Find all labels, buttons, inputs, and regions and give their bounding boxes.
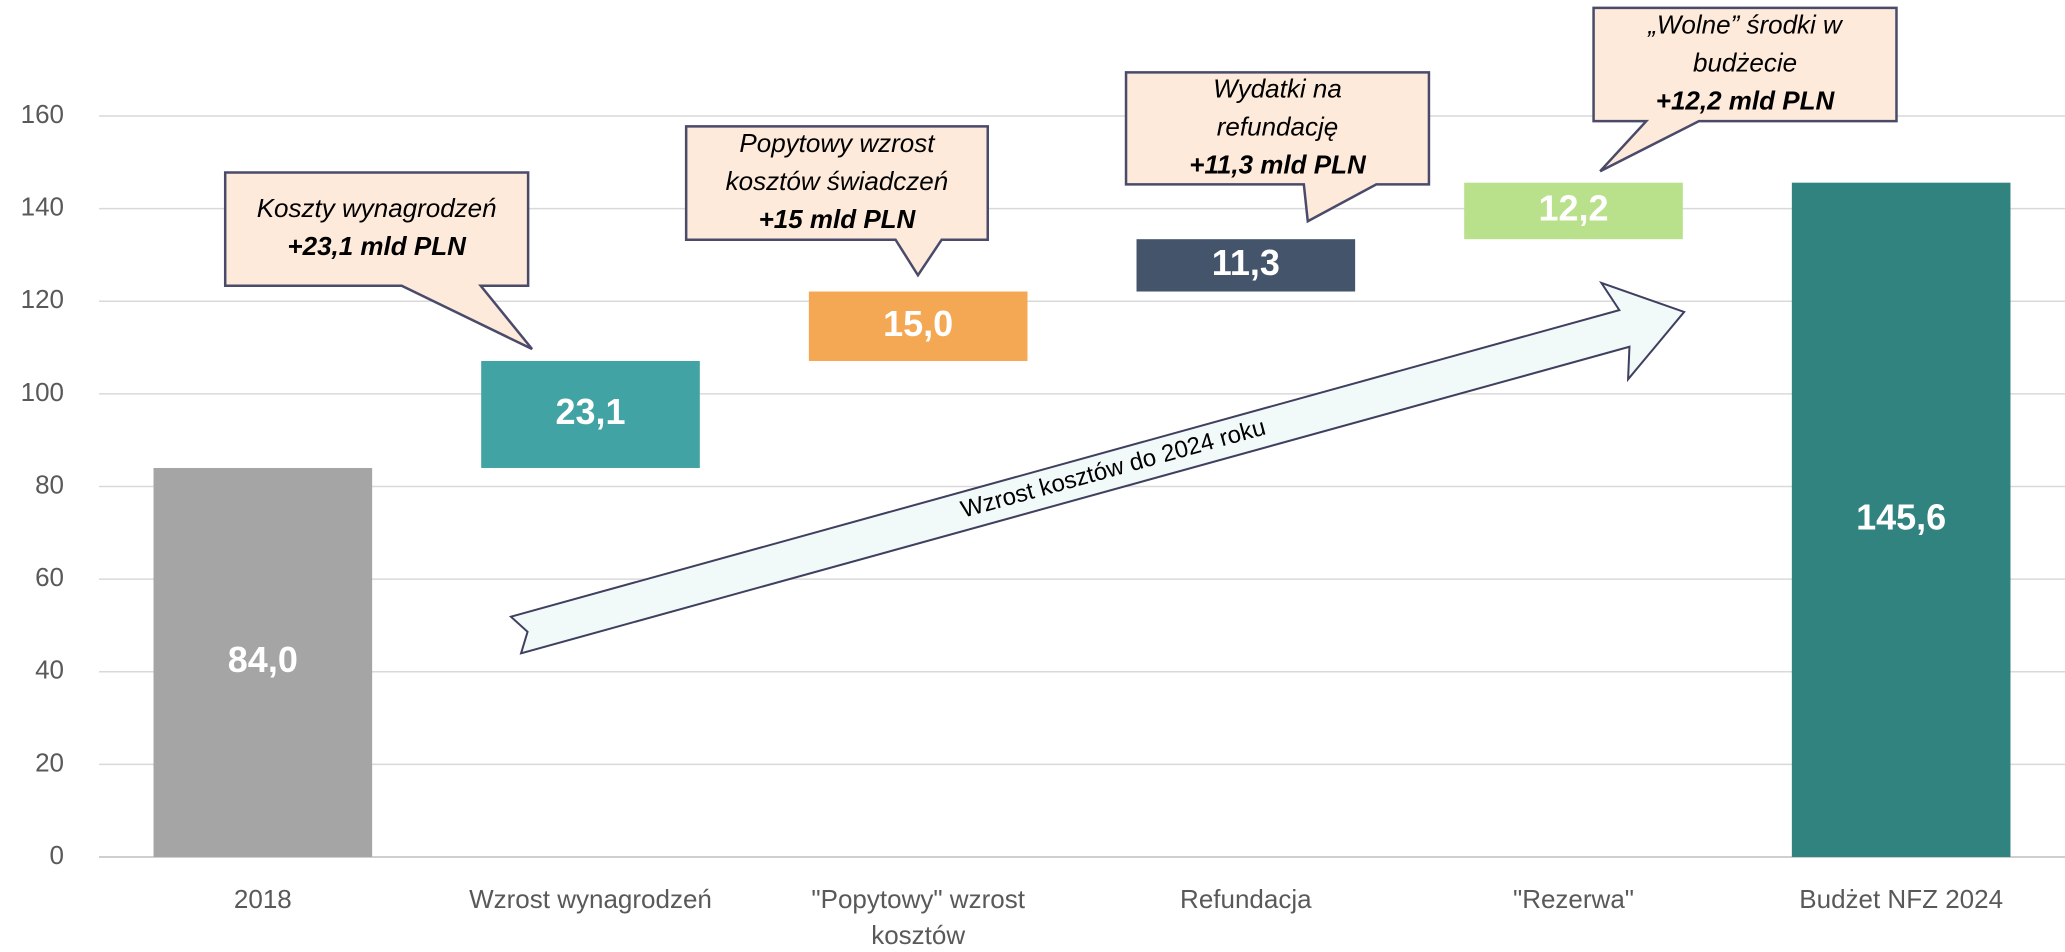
value-label: 15,0 [883,303,953,344]
arrow: Wzrost kosztów do 2024 roku [508,281,1686,655]
x-tick-label: Budżet NFZ 2024 [1799,884,2003,914]
bar [808,291,1028,361]
callout-text: kosztów świadczeń [726,166,949,196]
value-label: 23,1 [555,391,625,432]
callout-text: Koszty wynagrodzeń [257,193,497,223]
y-tick-label: 140 [21,192,64,222]
bar [153,467,373,857]
callout-text: refundację [1217,111,1338,141]
callout-bold: +12,2 mld PLN [1656,85,1836,115]
value-label: 11,3 [1212,242,1280,283]
y-tick-label: 40 [35,655,64,685]
callout [1592,6,1898,173]
callout [1124,71,1431,224]
y-tick-label: 100 [21,377,64,407]
arrow-shape [508,281,1686,655]
value-label: 145,6 [1856,496,1946,537]
callout-bold: +23,1 mld PLN [287,231,467,261]
x-tick-label: Refundacja [1180,884,1312,914]
callout-text: budżecie [1693,47,1797,77]
y-tick-label: 0 [50,840,64,870]
callout-bold: +11,3 mld PLN [1189,149,1367,179]
arrow-label: Wzrost kosztów do 2024 roku [958,414,1269,524]
x-tick-label: "Popytowy" wzrost kosztów [811,884,1025,950]
x-tick-label: 2018 [234,884,292,914]
value-label: 12,2 [1538,187,1608,228]
value-label: 84,0 [228,639,298,680]
y-tick-label: 20 [35,747,64,777]
x-tick-label: Wzrost wynagrodzeń [469,884,712,914]
y-tick-label: 80 [35,469,64,499]
callout-text: Popytowy wzrost [739,128,936,158]
x-tick-label: "Rezerwa" [1513,884,1634,914]
bar [1791,182,2011,857]
callout-text: „Wolne” środki w [1647,9,1844,39]
callout [223,171,534,351]
callout-bold: +15 mld PLN [759,204,917,234]
y-tick-label: 60 [35,562,64,592]
callout-text: Wydatki na [1213,73,1342,103]
y-tick-label: 160 [21,99,64,129]
callout [684,125,989,278]
bar [481,360,700,468]
bar [1136,239,1356,292]
bar [1464,182,1683,240]
y-tick-label: 120 [21,284,64,314]
